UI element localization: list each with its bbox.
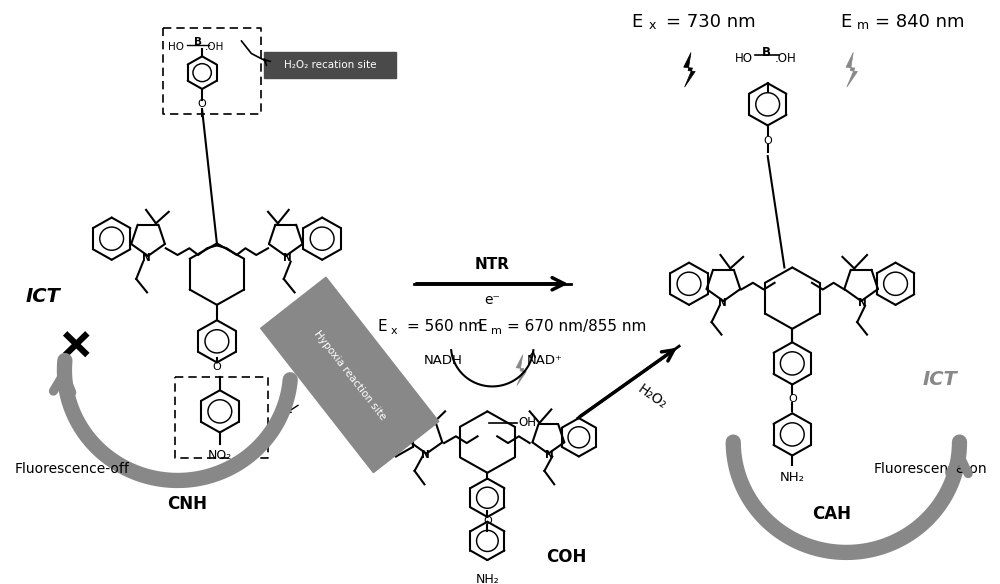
Text: O: O <box>483 516 492 526</box>
Polygon shape <box>846 53 857 87</box>
Text: B: B <box>194 37 202 47</box>
Text: = 840 nm: = 840 nm <box>875 13 964 31</box>
Text: = 730 nm: = 730 nm <box>666 13 756 31</box>
Text: = 560 nm: = 560 nm <box>407 319 483 335</box>
Text: m: m <box>857 19 869 32</box>
Text: CNH: CNH <box>167 495 207 513</box>
Text: NH₂: NH₂ <box>476 572 499 584</box>
Text: ICT: ICT <box>922 370 957 389</box>
Text: N: N <box>421 450 430 460</box>
Text: O: O <box>763 136 772 146</box>
Text: NH₂: NH₂ <box>780 471 805 484</box>
Text: COH: COH <box>546 548 587 566</box>
Text: N: N <box>858 298 866 308</box>
Polygon shape <box>370 354 380 385</box>
Text: N: N <box>545 450 554 460</box>
Text: e⁻: e⁻ <box>484 293 500 307</box>
FancyBboxPatch shape <box>264 51 396 78</box>
Text: O: O <box>788 394 797 404</box>
Text: Fluorescence-on: Fluorescence-on <box>873 462 987 476</box>
Text: HO: HO <box>735 52 753 65</box>
Text: CAH: CAH <box>812 505 851 523</box>
Text: .OH: .OH <box>205 41 225 52</box>
Text: .OH: .OH <box>775 52 796 65</box>
Text: x: x <box>649 19 656 32</box>
Text: E: E <box>377 319 387 335</box>
Polygon shape <box>684 53 695 87</box>
Text: x: x <box>391 326 398 336</box>
Text: N: N <box>142 253 150 263</box>
Text: E: E <box>840 13 851 31</box>
Text: NTR: NTR <box>475 257 510 272</box>
Text: NADH: NADH <box>424 354 463 367</box>
Text: B: B <box>762 46 771 59</box>
Text: E: E <box>632 13 643 31</box>
Text: ICT: ICT <box>25 287 60 306</box>
Text: H₂O₂ recation site: H₂O₂ recation site <box>284 60 376 70</box>
Text: NO₂: NO₂ <box>208 449 232 462</box>
Text: N: N <box>283 253 292 263</box>
Text: Fluorescence-off: Fluorescence-off <box>15 462 130 476</box>
Text: N: N <box>718 298 727 308</box>
Text: O: O <box>198 99 207 109</box>
Text: NAD⁺: NAD⁺ <box>526 354 562 367</box>
Text: E: E <box>478 319 487 335</box>
Text: Hypoxia reaction site: Hypoxia reaction site <box>312 328 388 422</box>
Text: O: O <box>213 362 221 372</box>
Text: H₂O₂: H₂O₂ <box>635 382 670 412</box>
Text: m: m <box>491 326 502 336</box>
Polygon shape <box>516 354 526 385</box>
Text: HO: HO <box>168 41 184 52</box>
Text: = 670 nm/855 nm: = 670 nm/855 nm <box>507 319 646 335</box>
Text: OH: OH <box>519 416 537 429</box>
